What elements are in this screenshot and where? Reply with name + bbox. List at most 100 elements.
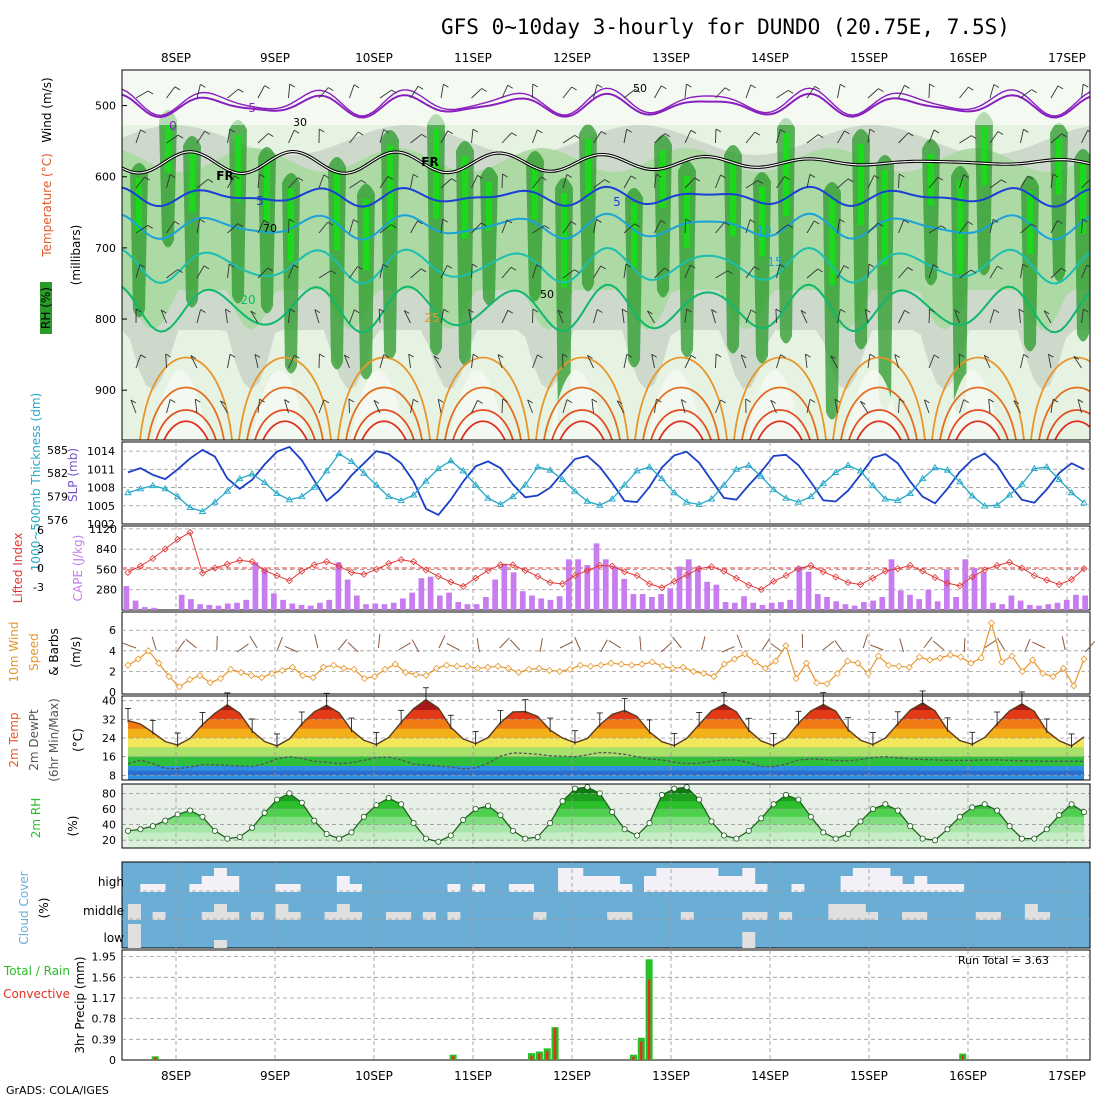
isotherm-minus5 [122,92,1090,119]
surface-wind-barb [185,638,197,649]
rh-marker [149,823,156,830]
wind-speed-marker [258,674,266,682]
wind-barb [867,222,879,234]
wind-barb-flag [1086,264,1090,268]
li-marker [161,545,169,553]
wind-barb-flag [780,354,786,358]
thickness-marker [682,498,691,505]
wind-barb [227,175,235,189]
wind-barb-flag [289,308,296,313]
wind-barb-flag [1061,133,1067,138]
cloud-cell [594,876,608,892]
wind-barb [621,309,625,324]
wind-barb [135,129,141,144]
surface-wind-barb [600,639,608,653]
surface-wind-barb [438,635,446,649]
cape-bar [897,590,904,610]
wind-barb-flag [1030,223,1037,228]
cape-bar [814,594,821,610]
li-marker [323,558,331,566]
surface-wind-barb [337,638,348,651]
wind-barb [928,176,939,189]
cloud-cell [680,868,694,892]
li-marker [459,582,467,590]
wind-barb [1081,84,1084,99]
cape-bar [741,596,747,610]
wind-barb [867,129,871,144]
wind-barb [410,174,414,189]
wind-barb-flag [770,399,776,404]
wind-barb [288,264,294,279]
wind-barb [680,399,686,414]
cape-bar [372,603,379,610]
wind-barb-flag [847,178,854,183]
date-label-bottom: 10SEP [355,1069,393,1083]
wind-barb-flag [140,354,146,359]
li-marker [472,574,480,582]
wind-barb-flag [685,218,691,223]
wind-barb [745,309,752,324]
wind-barb [410,399,414,414]
wind-speed-marker [998,658,1006,666]
cloud-cell [717,876,731,892]
rh-marker [907,823,914,830]
cape-bar [492,579,498,610]
wind-barb [433,355,442,369]
cape-bar [132,600,139,610]
wind-tick: 6 [109,624,116,637]
wind-barb-flag [596,84,603,88]
wind-barb [379,264,384,279]
precip-conv-bar [538,1053,541,1060]
date-label-top: 15SEP [850,51,888,65]
isotherm-dome [658,420,704,440]
isotherm-dome [642,386,720,440]
wind-barb-flag [937,176,944,181]
wind-speed-marker [587,662,595,670]
wind-barb [684,84,687,99]
wind-speed-marker [741,650,749,658]
rh-marker [658,791,665,798]
rh-tick: 40 [102,819,116,832]
wind-speed-marker [926,656,934,664]
wind-barb-flag [720,399,726,404]
surface-wind-barb [499,637,510,649]
rh-marker [696,796,703,803]
wind-barb-flag [681,399,687,403]
wind-barb [196,219,201,234]
li-marker [832,573,840,581]
wind-barb-flag [497,354,504,358]
rh-plume [852,129,870,350]
cape-bar [990,602,996,610]
wind-barb-flag [1023,128,1029,133]
cape-bar [123,586,130,610]
li-marker [434,572,442,580]
wind-speed-marker [556,667,564,675]
wind-barb-flag [200,309,206,313]
rh-marker [571,785,578,792]
wind-speed-marker [617,660,625,668]
cape-bar [501,563,508,610]
cape-bar [390,602,397,610]
cloud-cell [865,868,879,892]
wind-barb-flag [177,134,184,139]
wind-barb-flag [330,270,337,274]
wind-speed-marker [1049,672,1057,681]
slp-line [127,445,1085,517]
thickness-marker [844,461,852,468]
wind-barb-flag [373,399,380,404]
li-marker [198,569,207,577]
wind-barb-flag [480,222,487,227]
li-marker [757,586,765,594]
cape-bar [547,599,554,610]
wind-barb-flag [174,86,181,91]
thickness-marker [285,495,294,503]
cloud-cell [214,868,227,892]
li-marker [596,561,604,570]
thickness-axis-label: 1000~500mb Thickness (dm) [29,393,43,571]
isotherm-dome [848,409,910,440]
wind-barb-flag [293,129,300,134]
wind-barb [471,88,483,99]
wind-barb [776,129,781,144]
cloud-axis-label: Cloud Cover [17,871,31,944]
rh-plume-core [334,172,340,250]
